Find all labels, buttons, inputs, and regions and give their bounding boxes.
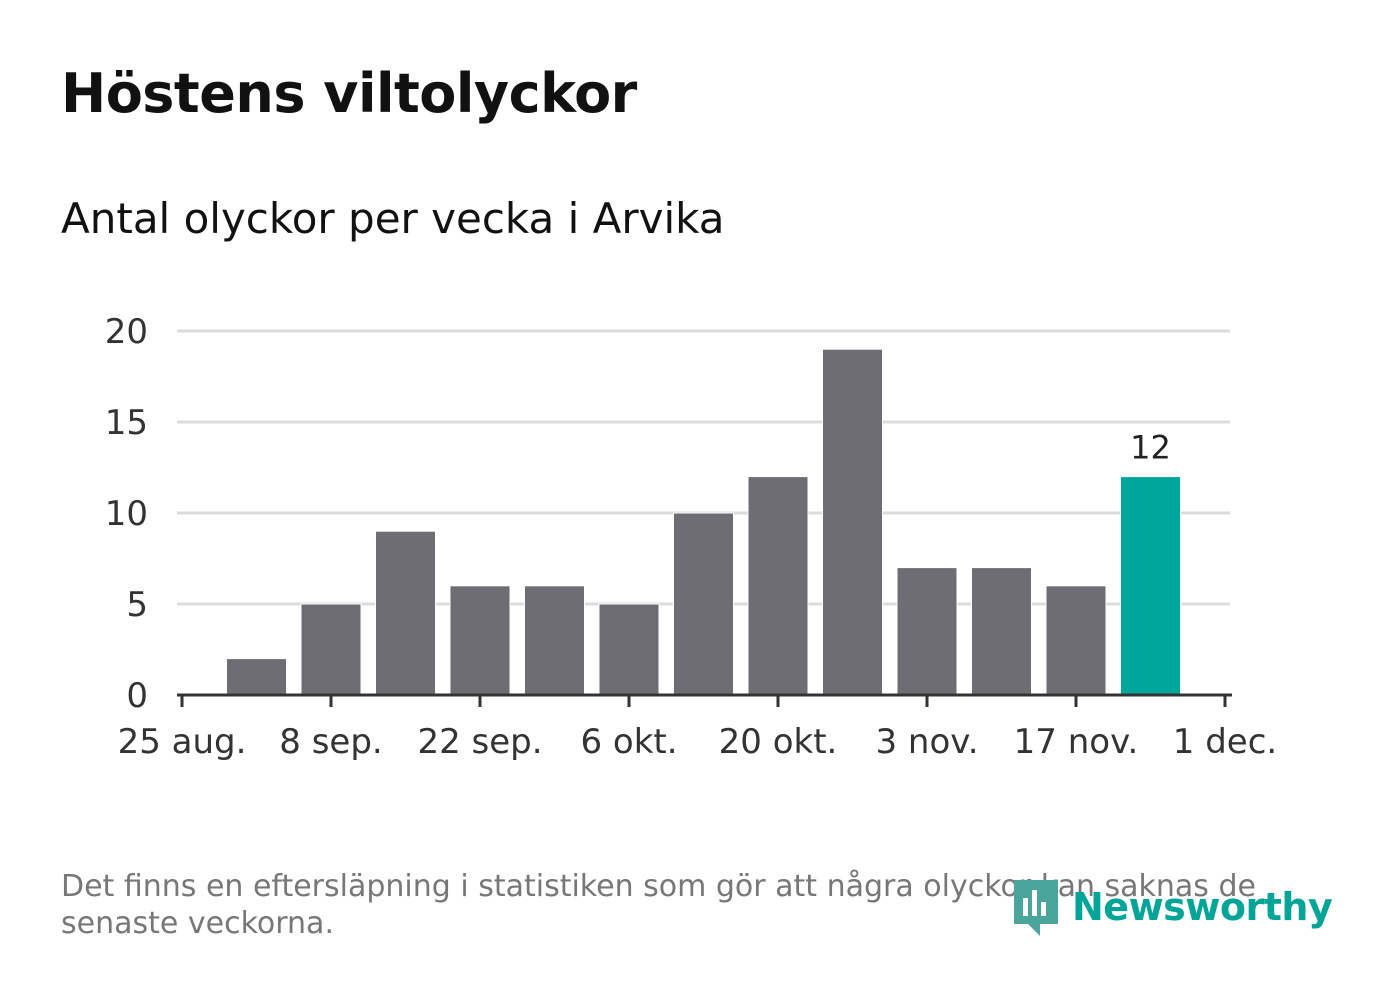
- bars: [226, 348, 1181, 696]
- x-tick-label: 3 nov.: [875, 722, 978, 762]
- bar: [822, 348, 883, 696]
- chart-subtitle: Antal olyckor per vecka i Arvika: [61, 194, 725, 243]
- x-tick-label: 25 aug.: [118, 722, 247, 762]
- bar: [375, 530, 436, 696]
- x-tick-label: 20 okt.: [719, 722, 838, 762]
- bar: [449, 585, 511, 696]
- x-tick-label: 8 sep.: [279, 722, 382, 762]
- x-axis-tick-labels: 25 aug. 8 sep. 22 sep. 6 okt. 20 okt. 3 nov. 1…: [118, 722, 1278, 762]
- bar: [747, 476, 809, 696]
- bar: [226, 658, 287, 696]
- chart-title: Höstens viltolyckor: [61, 62, 637, 125]
- y-tick-label: 15: [105, 403, 148, 443]
- newsworthy-logo-text: Newsworthy: [1072, 885, 1333, 929]
- y-axis-tick-labels: 0 5 10 15 20: [105, 312, 148, 716]
- y-tick-label: 20: [105, 312, 148, 352]
- bar-chart: 0 5 10 15 20 25 aug. 8 sep. 22 sep. 6 okt. 20 ok…: [105, 312, 1278, 762]
- x-tick-label: 6 okt.: [580, 722, 677, 762]
- y-tick-label: 5: [126, 585, 148, 625]
- data-labels: 12: [1130, 429, 1171, 467]
- x-tick-label: 22 sep.: [417, 722, 542, 762]
- bar: [896, 567, 958, 696]
- newsworthy-logo-icon: [1014, 880, 1058, 936]
- data-label: 12: [1130, 429, 1171, 467]
- y-tick-label: 10: [105, 494, 148, 534]
- x-tick-label: 1 dec.: [1173, 722, 1277, 762]
- x-tick-label: 17 nov.: [1014, 722, 1139, 762]
- bar: [524, 585, 585, 696]
- bar: [1045, 585, 1107, 696]
- bar: [300, 603, 362, 696]
- bar-highlight: [1120, 476, 1181, 696]
- x-axis: [177, 693, 1232, 707]
- bar: [971, 567, 1032, 696]
- bar: [673, 512, 734, 696]
- bar: [598, 603, 660, 696]
- y-tick-label: 0: [126, 676, 148, 716]
- newsworthy-logo[interactable]: Newsworthy: [1010, 874, 1333, 940]
